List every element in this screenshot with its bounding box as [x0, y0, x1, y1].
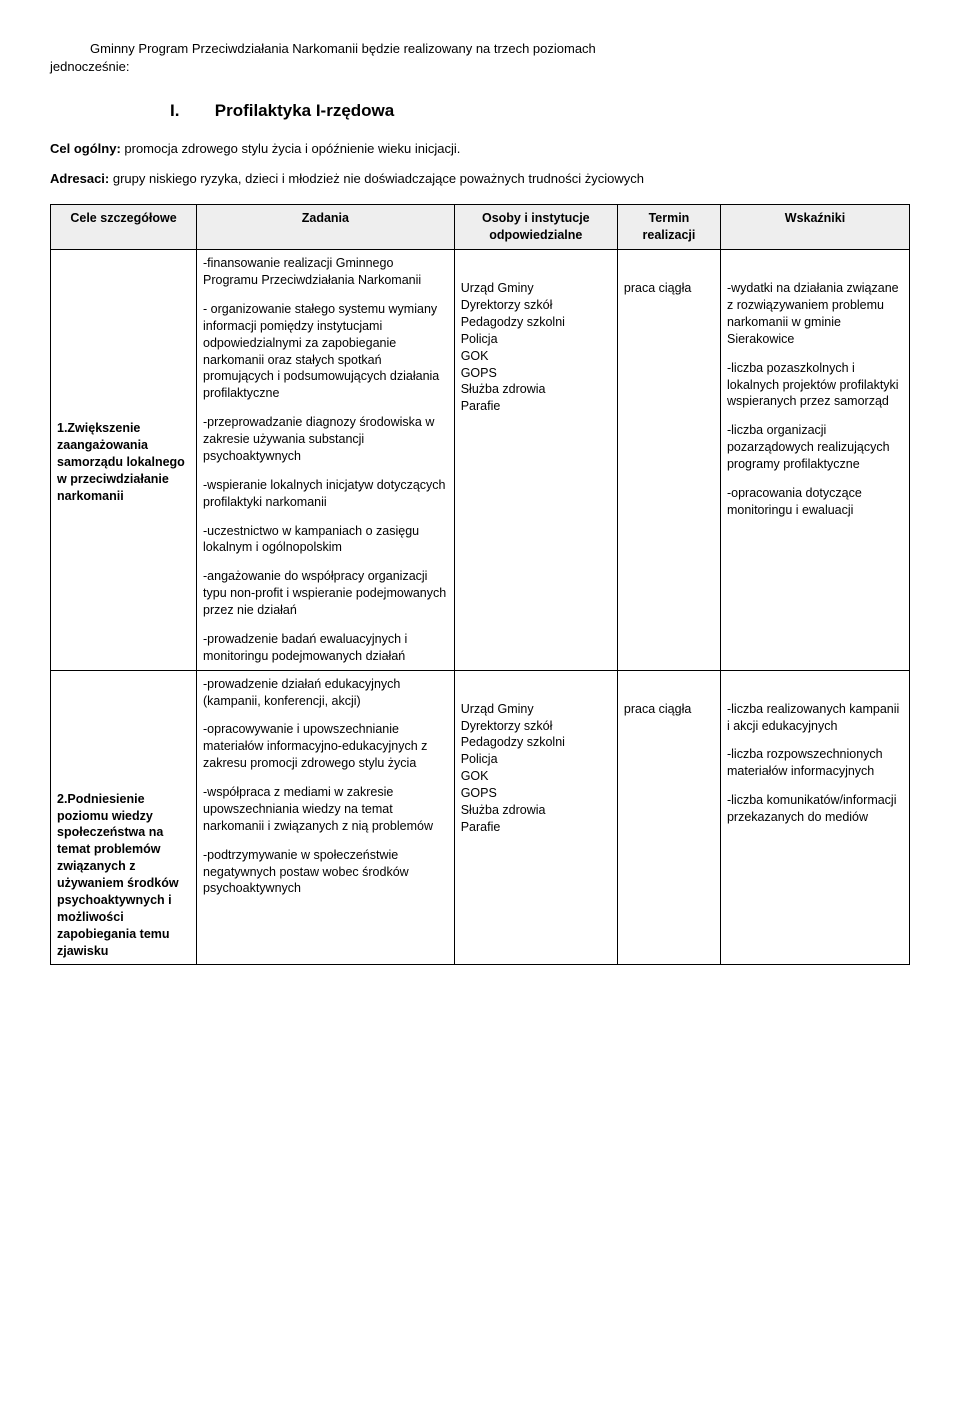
main-table: Cele szczegółowe Zadania Osoby i instytu…	[50, 204, 910, 965]
osoba-item: Urząd Gminy	[461, 280, 611, 297]
zadanie-item: - organizowanie stałego systemu wymiany …	[203, 301, 448, 402]
osoba-item: GOPS	[461, 365, 611, 382]
cell-zadania: -finansowanie realizacji Gminnego Progra…	[197, 250, 455, 671]
cel-line: Cel ogólny: promocja zdrowego stylu życi…	[50, 141, 910, 156]
zadanie-item: -podtrzymywanie w społeczeństwie negatyw…	[203, 847, 448, 898]
section-title: Profilaktyka I-rzędowa	[215, 101, 395, 120]
row-label: 1.Zwiększenie zaangażowania samorządu lo…	[57, 420, 190, 504]
wskaznik-item: -liczba realizowanych kampanii i akcji e…	[727, 701, 903, 735]
wskaznik-item: -liczba pozaszkolnych i lokalnych projek…	[727, 360, 903, 411]
table-row: 1.Zwiększenie zaangażowania samorządu lo…	[51, 250, 910, 671]
zadanie-item: -prowadzenie działań edukacyjnych (kampa…	[203, 676, 448, 710]
osoba-item: Dyrektorzy szkół	[461, 297, 611, 314]
osoba-item: Urząd Gminy	[461, 701, 611, 718]
table-row: 2.Podniesienie poziomu wiedzy społeczeńs…	[51, 670, 910, 965]
zadanie-item: -przeprowadzanie diagnozy środowiska w z…	[203, 414, 448, 465]
zadanie-item: -angażowanie do współpracy organizacji t…	[203, 568, 448, 619]
osoba-item: Pedagodzy szkolni	[461, 314, 611, 331]
cell-termin: praca ciągła	[617, 250, 720, 671]
cell-wskazniki: -wydatki na działania związane z rozwiąz…	[720, 250, 909, 671]
zadanie-item: -współpraca z mediami w zakresie upowsze…	[203, 784, 448, 835]
osoba-item: Służba zdrowia	[461, 381, 611, 398]
osoba-item: Pedagodzy szkolni	[461, 734, 611, 751]
intro-paragraph: Gminny Program Przeciwdziałania Narkoman…	[50, 40, 910, 76]
section-roman: I.	[170, 101, 210, 121]
adresaci-line: Adresaci: grupy niskiego ryzyka, dzieci …	[50, 171, 910, 186]
cell-zadania: -prowadzenie działań edukacyjnych (kampa…	[197, 670, 455, 965]
osoba-item: Policja	[461, 331, 611, 348]
cell-cele: 2.Podniesienie poziomu wiedzy społeczeńs…	[51, 670, 197, 965]
wskaznik-item: -wydatki na działania związane z rozwiąz…	[727, 280, 903, 348]
th-termin: Termin realizacji	[617, 205, 720, 250]
osoba-item: Służba zdrowia	[461, 802, 611, 819]
cell-cele: 1.Zwiększenie zaangażowania samorządu lo…	[51, 250, 197, 671]
th-wskazniki: Wskaźniki	[720, 205, 909, 250]
cell-termin: praca ciągła	[617, 670, 720, 965]
zadanie-item: -wspieranie lokalnych inicjatyw dotycząc…	[203, 477, 448, 511]
cell-osoby: Urząd GminyDyrektorzy szkółPedagodzy szk…	[454, 670, 617, 965]
intro-line2: jednocześnie:	[50, 59, 130, 74]
osoba-item: Parafie	[461, 398, 611, 415]
section-heading: I. Profilaktyka I-rzędowa	[170, 101, 910, 121]
adresaci-text: grupy niskiego ryzyka, dzieci i młodzież…	[109, 171, 644, 186]
osoba-item: Parafie	[461, 819, 611, 836]
adresaci-label: Adresaci:	[50, 171, 109, 186]
osoba-item: GOK	[461, 768, 611, 785]
wskaznik-item: -liczba organizacji pozarządowych realiz…	[727, 422, 903, 473]
intro-line1: Gminny Program Przeciwdziałania Narkoman…	[50, 41, 596, 56]
zadanie-item: -finansowanie realizacji Gminnego Progra…	[203, 255, 448, 289]
th-osoby: Osoby i instytucje odpowiedzialne	[454, 205, 617, 250]
osoba-item: GOPS	[461, 785, 611, 802]
th-cele: Cele szczegółowe	[51, 205, 197, 250]
osoba-item: Dyrektorzy szkół	[461, 718, 611, 735]
wskaznik-item: -liczba rozpowszechnionych materiałów in…	[727, 746, 903, 780]
cel-label: Cel ogólny:	[50, 141, 121, 156]
wskaznik-item: -liczba komunikatów/informacji przekazan…	[727, 792, 903, 826]
cell-wskazniki: -liczba realizowanych kampanii i akcji e…	[720, 670, 909, 965]
cell-osoby: Urząd GminyDyrektorzy szkółPedagodzy szk…	[454, 250, 617, 671]
table-header-row: Cele szczegółowe Zadania Osoby i instytu…	[51, 205, 910, 250]
wskaznik-item: -opracowania dotyczące monitoringu i ewa…	[727, 485, 903, 519]
th-zadania: Zadania	[197, 205, 455, 250]
zadanie-item: -prowadzenie badań ewaluacyjnych i monit…	[203, 631, 448, 665]
row-label: 2.Podniesienie poziomu wiedzy społeczeńs…	[57, 791, 190, 960]
zadanie-item: -uczestnictwo w kampaniach o zasięgu lok…	[203, 523, 448, 557]
cel-text: promocja zdrowego stylu życia i opóźnien…	[121, 141, 461, 156]
osoba-item: GOK	[461, 348, 611, 365]
zadanie-item: -opracowywanie i upowszechnianie materia…	[203, 721, 448, 772]
osoba-item: Policja	[461, 751, 611, 768]
